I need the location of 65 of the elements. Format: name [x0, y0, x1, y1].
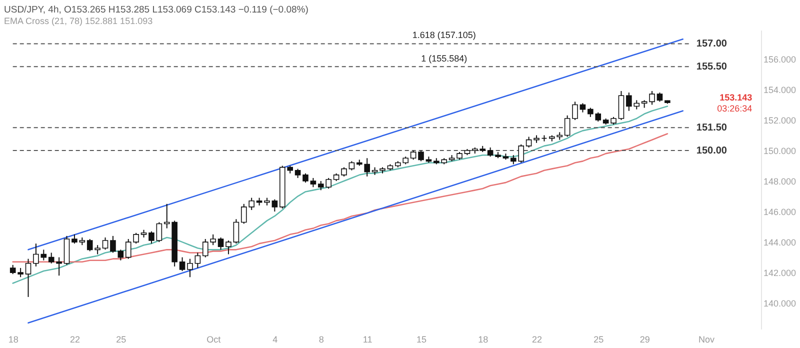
x-tick-label: 18: [8, 334, 18, 344]
annotation: 153.143: [720, 92, 752, 103]
y-tick-label: 142.000: [764, 268, 796, 278]
candlestick: [272, 198, 278, 212]
candlestick: [118, 249, 124, 261]
x-tick-label: 22: [70, 334, 80, 344]
candlestick: [156, 222, 162, 243]
candlestick: [410, 150, 416, 160]
candlestick: [348, 160, 355, 171]
x-tick-label: 22: [532, 334, 542, 344]
x-tick-label: Nov: [698, 334, 715, 344]
ref-line-label: 150.00: [696, 146, 728, 157]
line-series: [12, 106, 668, 284]
candlestick: [294, 168, 301, 178]
y-tick-label: 156.000: [764, 54, 796, 64]
candlestick: [148, 230, 154, 244]
y-tick-label: 140.000: [764, 298, 796, 309]
candlestick: [233, 218, 240, 244]
candlestick: [102, 236, 108, 250]
candlestick: [541, 134, 548, 142]
candlestick: [656, 92, 663, 102]
candlestick: [526, 136, 532, 148]
candlestick: [110, 235, 116, 254]
x-tick-label: 8: [318, 334, 324, 344]
candlestick: [218, 236, 224, 250]
x-tick-label: 25: [116, 334, 126, 344]
line-series: [12, 133, 668, 263]
candlestick: [341, 166, 347, 177]
y-tick-label: 144.000: [764, 238, 796, 248]
candlestick: [418, 150, 424, 162]
candlestick: [487, 146, 494, 158]
candlestick: [226, 240, 232, 255]
y-tick-label: 154.000: [764, 84, 796, 95]
annotation: 03:26:34: [717, 104, 752, 114]
x-tick-label: 4: [272, 334, 278, 344]
ref-line-label: 157.00: [696, 38, 728, 50]
candlestick: [572, 101, 578, 121]
x-tick-label: 29: [640, 334, 650, 344]
y-tick-label: 148.000: [764, 176, 796, 187]
candlestick: [33, 243, 39, 267]
y-tick-label: 150.000: [764, 146, 796, 156]
candlestick: [179, 256, 186, 272]
candlestick: [25, 258, 32, 298]
x-tick-label: 15: [416, 334, 427, 344]
x-tick-label: 11: [362, 334, 372, 344]
annotation: 1.618 (157.105): [412, 30, 476, 40]
y-tick-label: 152.000: [764, 116, 796, 126]
candlestick: [310, 177, 316, 188]
x-tick-label: 25: [594, 334, 604, 344]
candlestick: [187, 258, 193, 278]
y-tick-label: 146.000: [764, 207, 796, 218]
annotation: 1 (155.584): [421, 53, 468, 64]
candlestick: [194, 252, 201, 268]
x-tick-label: 18: [478, 334, 488, 344]
chart-title: USD/JPY, 4h, O153.265 H153.285 L153.069 C153.143 −0.119 (−0.08%): [4, 4, 308, 16]
candlestick: [302, 172, 308, 184]
candlestick: [649, 90, 655, 106]
ref-line-label: 151.50: [696, 122, 728, 134]
candlestick: [564, 114, 570, 138]
x-tick-label: Oct: [206, 334, 222, 344]
candlestick: [580, 102, 586, 113]
candlestick: [72, 234, 78, 244]
candlestick: [618, 90, 624, 121]
ref-line-label: 155.50: [696, 62, 728, 73]
chart-subtitle: EMA Cross (21, 78) 152.881 151.093: [4, 16, 153, 26]
